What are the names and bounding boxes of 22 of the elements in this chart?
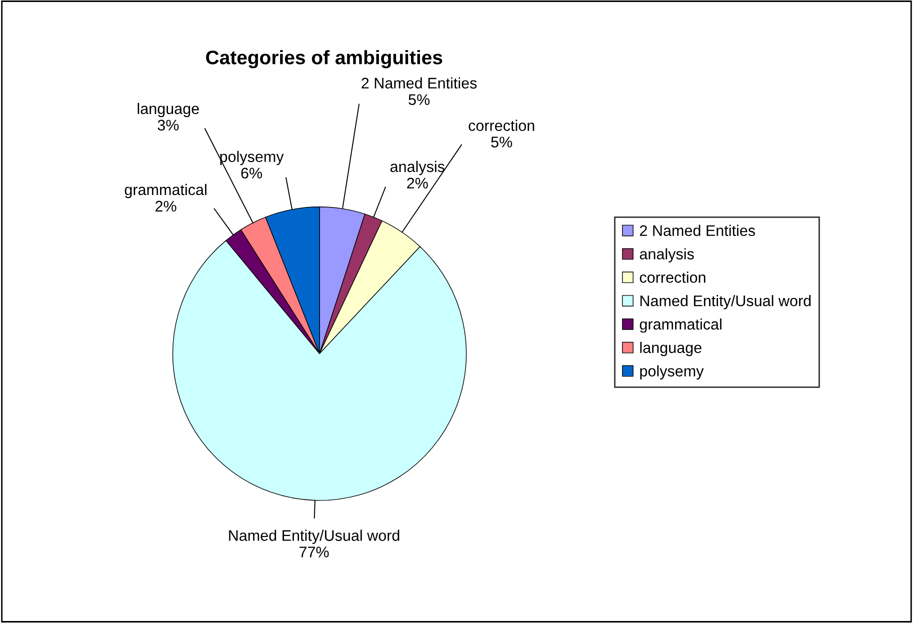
slice-label: language — [138, 102, 199, 118]
data-label: 2% — [407, 178, 428, 189]
legend-label: Named Entity/Usual word — [640, 295, 811, 310]
data-label: 77% — [300, 546, 329, 558]
legend-label: language — [640, 342, 702, 356]
slice-label: Named Entity/Usual word — [229, 530, 400, 544]
slice-label: correction — [468, 120, 534, 131]
legend-label: correction — [640, 272, 706, 283]
legend-label: analysis — [640, 248, 694, 262]
slice-label: 2 Named Entities — [362, 77, 477, 89]
data-label: 3% — [158, 120, 179, 131]
legend-label: 2 Named Entities — [640, 224, 756, 236]
data-label: 6% — [241, 168, 262, 179]
legend-label: grammatical — [640, 318, 722, 333]
chart-title: Categories of ambiguities — [206, 50, 442, 68]
legend-label: polysemy — [640, 365, 704, 380]
data-label: 5% — [491, 136, 512, 148]
slice-label: grammatical — [124, 184, 206, 198]
slice-label: analysis — [390, 160, 444, 176]
data-label: 5% — [408, 94, 430, 106]
data-label: 2% — [156, 200, 176, 212]
slice-label: polysemy — [220, 150, 284, 166]
